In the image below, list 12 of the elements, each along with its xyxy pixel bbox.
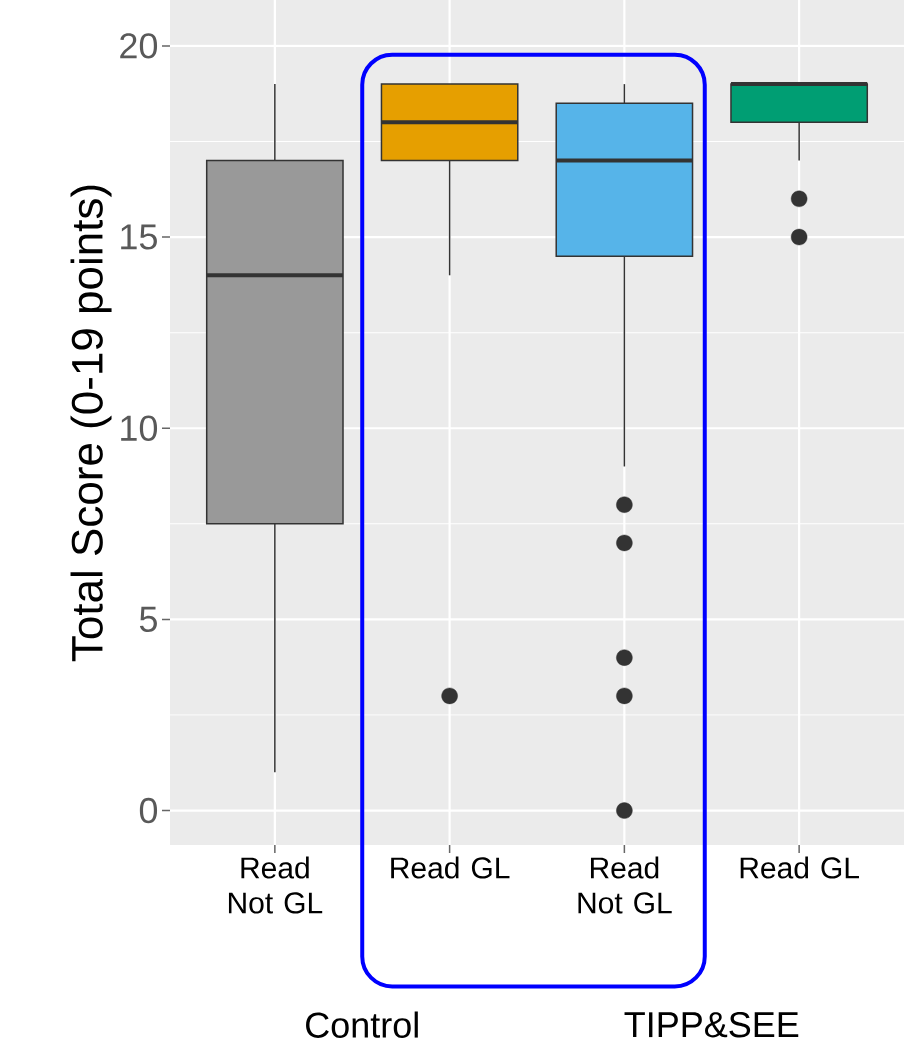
y-tick-label: 20 [120, 33, 158, 59]
text: Control [306, 1011, 418, 1038]
y-tick-label: 0 [139, 797, 158, 824]
y-axis-title: Total Score (0-19 points) [70, 185, 112, 662]
x-tick-label: Read Not GL [578, 856, 672, 914]
y-tick-label: 10 [121, 415, 158, 441]
x-tick-label: Read GL [391, 856, 510, 879]
y-tick-label: 15 [121, 224, 157, 250]
y-tick-label: 5 [139, 606, 157, 632]
x-tick-label: Read Not GL [228, 856, 323, 914]
text: TIPP&SEE [624, 1011, 799, 1038]
x-tick-label: Read GL [740, 856, 859, 879]
